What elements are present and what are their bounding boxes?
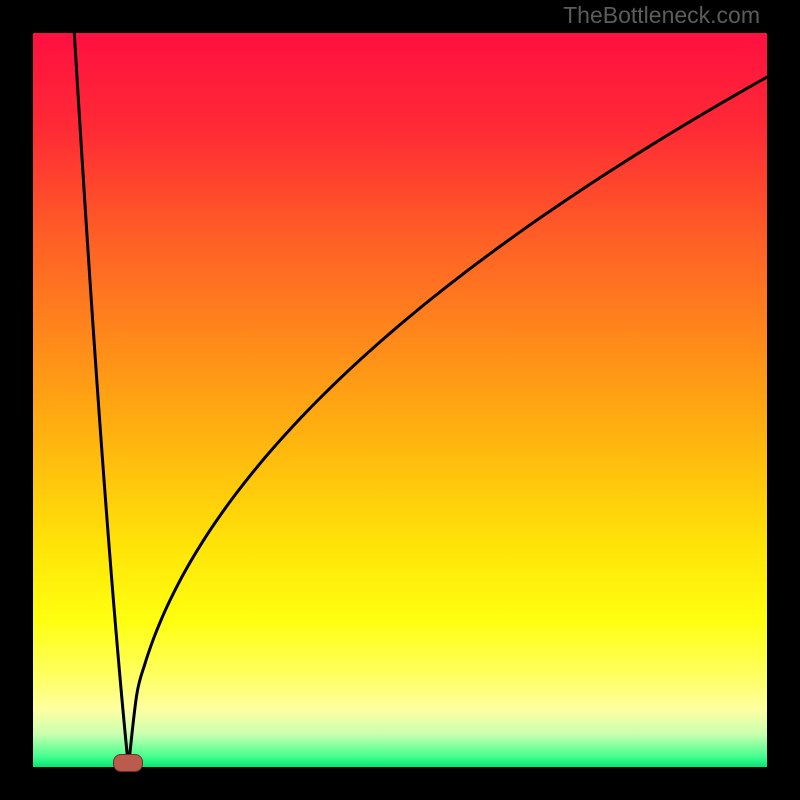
curve-right: [128, 65, 767, 767]
curve-left: [72, 33, 129, 767]
plot-area: [33, 33, 767, 767]
curve-layer: [33, 33, 767, 767]
outer-frame: TheBottleneck.com: [0, 0, 800, 800]
minimum-marker: [113, 754, 143, 772]
watermark-text: TheBottleneck.com: [563, 2, 760, 29]
